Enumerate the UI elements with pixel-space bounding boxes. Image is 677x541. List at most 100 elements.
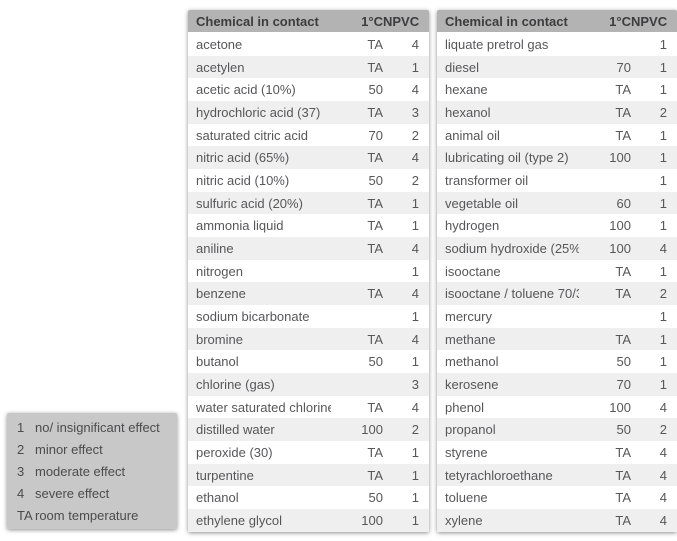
chemical-cell: propanol xyxy=(445,422,496,438)
table-row: bromine TA 4 xyxy=(188,327,429,351)
temp-cell: 100 xyxy=(361,422,383,438)
chemical-cell: animal oil xyxy=(445,127,500,143)
npvc-cell: 1 xyxy=(411,512,419,528)
table-row: water saturated chlorine TA 4 xyxy=(188,395,429,419)
npvc-cell: 1 xyxy=(659,127,667,143)
temp-cell: TA xyxy=(615,467,631,483)
chemical-cell: butanol xyxy=(196,354,239,370)
npvc-cell: 1 xyxy=(411,218,419,234)
legend-row: 4 severe effect xyxy=(7,483,177,505)
chemical-cell: ammonia liquid xyxy=(196,218,284,234)
temp-cell: 100 xyxy=(609,150,631,166)
temp-cell: TA xyxy=(615,444,631,460)
temp-cell: 100 xyxy=(609,218,631,234)
chemical-cell: styrene xyxy=(445,444,488,460)
header-temp: 1°C xyxy=(361,13,383,29)
legend-rows: 1 no/ insignificant effect 2 minor effec… xyxy=(7,416,177,527)
chemical-table-1: Chemical in contact 1°C NPVC acetone TA … xyxy=(188,10,429,532)
temp-cell: 50 xyxy=(368,172,383,188)
chemical-cell: nitric acid (10%) xyxy=(196,172,290,188)
temp-cell: 100 xyxy=(609,240,631,256)
table-row: kerosene 70 1 xyxy=(437,373,677,396)
table-row: peroxide (30) TA 1 xyxy=(188,441,429,464)
table-row: phenol 100 4 xyxy=(437,395,677,419)
temp-cell: TA xyxy=(615,331,631,347)
temp-cell: 50 xyxy=(368,490,383,506)
table-row: benzene TA 4 xyxy=(188,282,429,306)
table-row: chlorine (gas) 3 xyxy=(188,373,429,396)
temp-cell: TA xyxy=(367,195,383,211)
chemical-cell: methane xyxy=(445,331,496,347)
table-row: transformer oil 1 xyxy=(437,169,677,192)
chemical-cell: hydrogen xyxy=(445,218,500,234)
npvc-cell: 1 xyxy=(659,376,667,392)
legend-key: 2 xyxy=(17,441,25,457)
table-row: nitric acid (65%) TA 4 xyxy=(188,146,429,170)
table-row: liquate pretrol gas 1 xyxy=(437,33,677,56)
npvc-cell: 1 xyxy=(411,195,419,211)
chemical-cell: distilled water xyxy=(196,422,275,438)
npvc-cell: 2 xyxy=(659,286,667,302)
table-2-header-row: Chemical in contact 1°C NPVC xyxy=(437,10,677,33)
temp-cell: TA xyxy=(615,127,631,143)
chemical-cell: phenol xyxy=(445,399,485,415)
temp-cell: TA xyxy=(615,490,631,506)
table-row: hydrogen 100 1 xyxy=(437,214,677,238)
chemical-table-2: Chemical in contact 1°C NPVC liquate pre… xyxy=(437,10,677,532)
chemical-cell: saturated citric acid xyxy=(196,127,308,143)
chemical-cell: vegetable oil xyxy=(445,195,518,211)
npvc-cell: 1 xyxy=(659,172,667,188)
temp-cell: 60 xyxy=(616,195,631,211)
table-row: ammonia liquid TA 1 xyxy=(188,214,429,238)
chemical-cell: kerosene xyxy=(445,376,499,392)
temp-cell: TA xyxy=(367,399,383,415)
chemical-cell: benzene xyxy=(196,286,246,302)
chemical-cell: lubricating oil (type 2) xyxy=(445,150,569,166)
legend-row: TA room temperature xyxy=(7,505,177,527)
npvc-cell: 2 xyxy=(659,104,667,120)
table-row: acetic acid (10%) 50 4 xyxy=(188,78,429,102)
npvc-cell: 4 xyxy=(411,399,419,415)
chemical-cell: hexanol xyxy=(445,104,491,120)
table-row: ethanol 50 1 xyxy=(188,486,429,510)
temp-cell: TA xyxy=(615,82,631,98)
chemical-cell: transformer oil xyxy=(445,172,529,188)
temp-cell: 100 xyxy=(609,399,631,415)
table-row: sodium hydroxide (25%) 100 4 xyxy=(437,237,677,260)
table-row: distilled water 100 2 xyxy=(188,418,429,442)
temp-cell: TA xyxy=(367,150,383,166)
npvc-cell: 1 xyxy=(411,490,419,506)
temp-cell: 70 xyxy=(368,127,383,143)
temp-cell: TA xyxy=(367,36,383,52)
legend-key: 3 xyxy=(17,463,25,479)
header-npvc: NPVC xyxy=(383,13,420,29)
table-row: nitric acid (10%) 50 2 xyxy=(188,169,429,192)
npvc-cell: 2 xyxy=(411,127,419,143)
chemical-cell: methanol xyxy=(445,354,499,370)
chemical-cell: diesel xyxy=(445,59,479,75)
npvc-cell: 4 xyxy=(659,467,667,483)
temp-cell: 50 xyxy=(368,354,383,370)
chemical-cell: acetylen xyxy=(196,59,245,75)
npvc-cell: 4 xyxy=(411,286,419,302)
temp-cell: TA xyxy=(367,218,383,234)
chemical-cell: bromine xyxy=(196,331,243,347)
temp-cell: TA xyxy=(367,59,383,75)
chemical-cell: acetic acid (10%) xyxy=(196,82,296,98)
chemical-cell: sulfuric acid (20%) xyxy=(196,195,303,211)
legend-row: 1 no/ insignificant effect xyxy=(7,416,177,438)
table-row: isooctane TA 1 xyxy=(437,259,677,283)
temp-cell: TA xyxy=(615,263,631,279)
npvc-cell: 1 xyxy=(411,59,419,75)
npvc-cell: 4 xyxy=(659,444,667,460)
npvc-cell: 3 xyxy=(411,104,419,120)
legend-row: 2 minor effect xyxy=(7,438,177,460)
table-row: hexane TA 1 xyxy=(437,78,677,102)
temp-cell: 70 xyxy=(616,376,631,392)
chemical-cell: isooctane xyxy=(445,263,501,279)
temp-cell: 50 xyxy=(368,82,383,98)
legend-label: minor effect xyxy=(35,441,103,457)
table-row: tetyrachloroethane TA 4 xyxy=(437,463,677,487)
legend-key: TA xyxy=(17,508,33,524)
table-row: ethylene glycol 100 1 xyxy=(188,509,429,532)
